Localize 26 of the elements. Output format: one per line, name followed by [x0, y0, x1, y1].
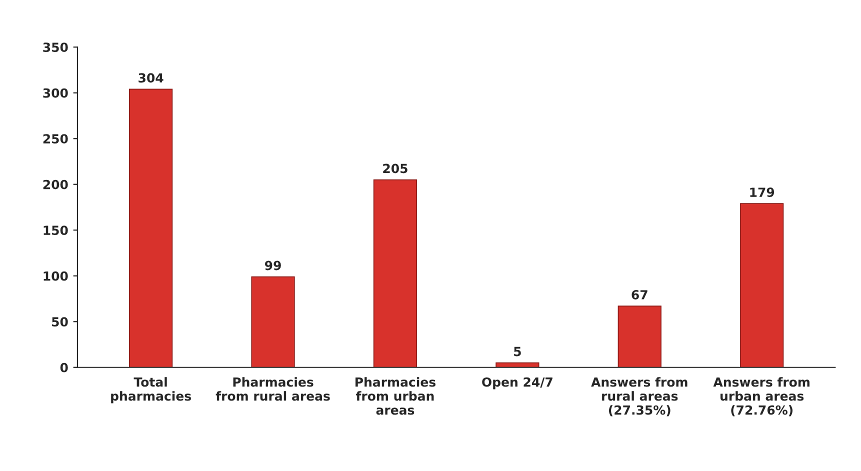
data-label: 304: [138, 73, 164, 83]
x-tick-label: Pharmacies from rural areas: [216, 377, 330, 401]
x-tick-label: Answers from urban areas (72.76%): [713, 377, 810, 416]
y-tick-label: 200: [43, 180, 68, 190]
data-label: 5: [514, 346, 521, 356]
bar: [373, 179, 418, 368]
data-label: 179: [750, 188, 774, 197]
y-tick-label: 300: [43, 88, 68, 98]
data-label: 99: [264, 260, 281, 270]
data-label: 67: [632, 290, 648, 300]
bar: [129, 88, 173, 368]
x-tick-label: Pharmacies from urban areas: [356, 377, 436, 415]
y-tick-label: 150: [44, 226, 68, 236]
data-label: 205: [383, 164, 408, 174]
y-tick-label: 50: [52, 317, 68, 327]
bar: [496, 362, 540, 368]
x-tick-label: Answers from rural areas (27.35%): [591, 377, 688, 416]
y-tick-label: 350: [43, 42, 68, 52]
bar: [740, 203, 784, 368]
x-tick-label: Total pharmacies: [111, 377, 191, 404]
bar: [618, 306, 662, 368]
y-tick-label: 0: [60, 362, 68, 372]
y-tick-label: 100: [44, 271, 68, 281]
x-tick-label: Open 24/7: [482, 377, 552, 390]
y-tick-label: 250: [43, 134, 68, 144]
bar: [251, 276, 295, 368]
